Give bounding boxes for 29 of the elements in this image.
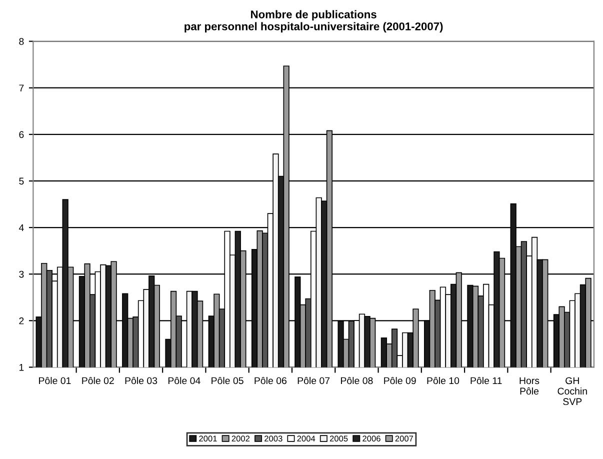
x-tick-label: Pôle 07 (298, 376, 330, 384)
legend-label: 2003 (264, 436, 282, 442)
y-tick-label: 3 (19, 270, 24, 278)
y-tick-label: 1 (19, 364, 24, 371)
x-tick-label: Pôle 04 (168, 376, 200, 384)
x-tick-label: Pôle 11 (470, 376, 502, 384)
legend-label: 2001 (199, 436, 217, 442)
y-tick-label: 2 (19, 317, 24, 324)
y-tick-label: 5 (19, 178, 24, 185)
x-tick-label: Pôle 08 (341, 376, 373, 384)
x-tick-label: Pôle 09 (384, 376, 416, 384)
x-tick-label: Pôle 03 (125, 376, 158, 384)
y-tick-label: 8 (19, 38, 24, 45)
legend-label: 2005 (330, 436, 348, 442)
x-tick-label: GH Cochin SVP (558, 377, 587, 406)
legend-label: 2006 (362, 436, 380, 442)
x-tick-label: Pôle 06 (254, 376, 286, 384)
legend-label: 2004 (297, 436, 316, 442)
legend-label: 2007 (395, 436, 414, 442)
x-tick-label: Pôle 05 (212, 376, 244, 384)
x-tick-label: Pôle 02 (82, 376, 114, 384)
legend-label: 2002 (232, 436, 250, 442)
x-tick-label: Pôle 10 (427, 376, 460, 384)
chart-title: Nombre de publications par personnel hospitalo-universitaire (2001-2007) (184, 10, 443, 33)
y-tick-label: 7 (19, 84, 24, 92)
x-tick-label: Pôle 01 (39, 376, 71, 384)
y-tick-label: 6 (19, 131, 24, 138)
x-tick-label: Hors Pôle (520, 377, 540, 395)
y-tick-label: 4 (18, 224, 24, 232)
